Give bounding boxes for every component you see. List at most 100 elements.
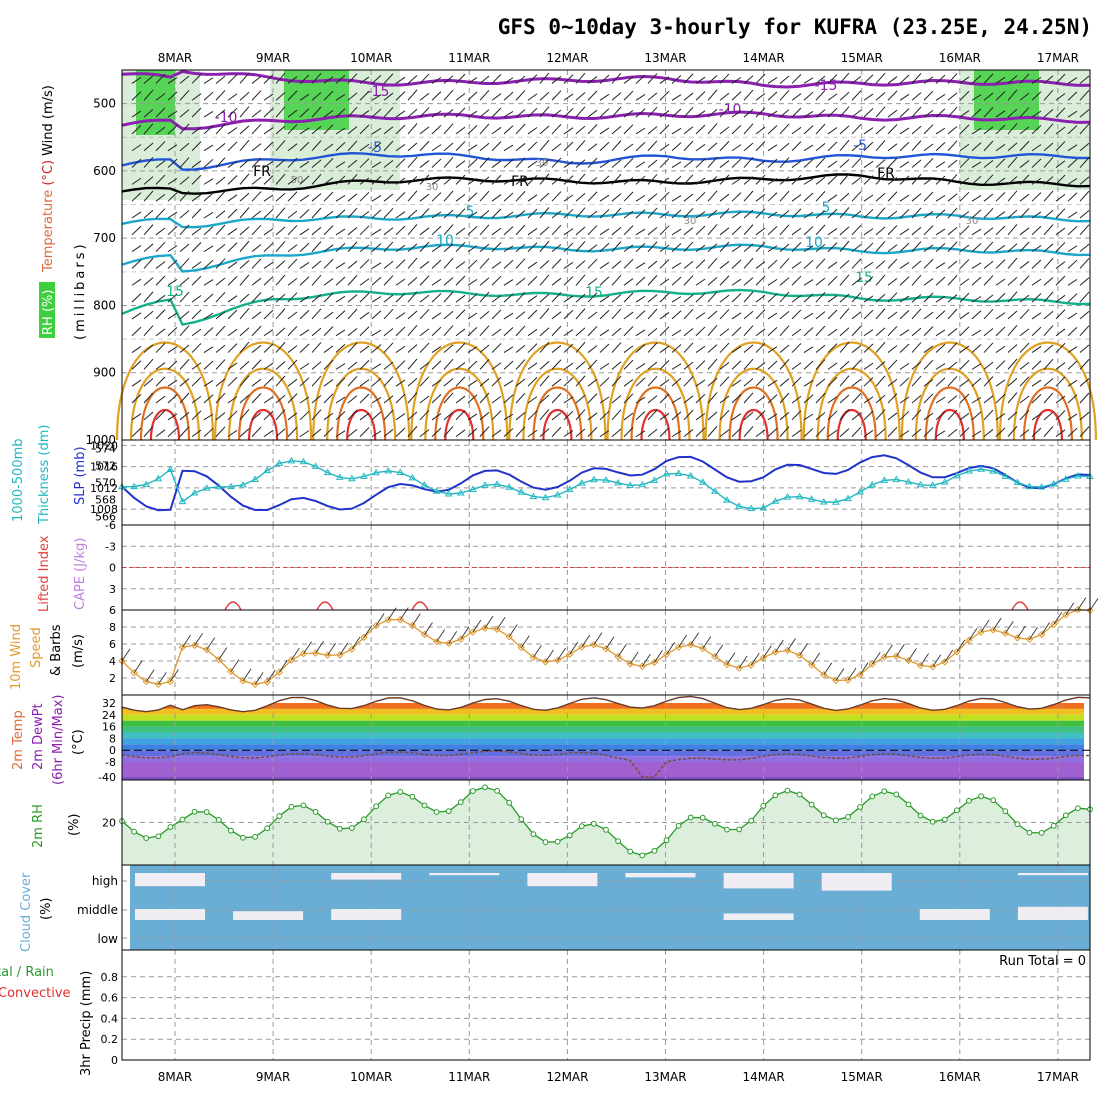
wind-barb (611, 140, 622, 152)
thickness-marker (880, 476, 889, 483)
wind-ylabel1: 10m Wind (9, 624, 24, 690)
wind-barb (335, 329, 346, 337)
temp-contour--5 (121, 151, 1091, 171)
contour-label: 30 (684, 216, 697, 227)
wind-barb (719, 193, 730, 202)
wind-barb (971, 228, 982, 236)
wind-barb (683, 328, 694, 337)
wind-barb (635, 310, 646, 320)
cloud-high-block (723, 873, 794, 889)
wind-barb (503, 413, 514, 421)
wind-barb (371, 310, 382, 320)
rh-2m-marker (252, 833, 259, 840)
wind-barb (1031, 124, 1042, 135)
li-ylabel2: CAPE (J/kg) (73, 538, 88, 610)
wind-barb (515, 378, 526, 387)
wind-barb (827, 93, 838, 101)
wind-barb (203, 380, 214, 387)
wind-barb-10m (569, 642, 579, 655)
thickness-marker (166, 465, 175, 472)
wind-barb (215, 258, 226, 269)
wind-barb (455, 395, 466, 404)
wind-barb (179, 123, 190, 135)
wind-barb (275, 159, 286, 168)
wind-barb (839, 106, 850, 118)
wind-barb (659, 158, 670, 168)
wind-barb (191, 410, 202, 421)
temp-loop-4-3 (542, 409, 573, 441)
wind-barb (491, 376, 502, 387)
wind-barb (539, 308, 550, 320)
wind-barb (947, 327, 958, 337)
contour-label: 30 (426, 182, 439, 193)
wind-barb (251, 277, 262, 286)
wind-barb (959, 143, 970, 152)
temp-ylabel2: 2m DewPt (31, 703, 46, 770)
wind-speed-marker (323, 651, 332, 659)
wind-barb (947, 342, 958, 353)
wind-barb (851, 393, 862, 404)
wind-barb (791, 395, 802, 404)
wind-barb (947, 260, 958, 269)
wind-barb (335, 430, 346, 438)
wind-speed-marker (263, 678, 271, 686)
date-label-top: 11MAR (448, 51, 490, 65)
wind-barb (671, 411, 682, 421)
wind-barb (443, 89, 454, 101)
rh-ylabel: 2m RH (31, 804, 46, 848)
wind-barb-10m (787, 638, 796, 651)
wind-barb (299, 127, 310, 135)
wind-barb (923, 427, 934, 437)
wind-barb-10m (460, 626, 470, 640)
thickness-marker (130, 482, 138, 490)
wind-barb (815, 378, 826, 387)
wind-barb (959, 312, 970, 320)
wind-barb (827, 74, 838, 84)
wind-barb-10m (145, 669, 155, 682)
wind-barb (815, 258, 826, 269)
wind-barb (599, 276, 610, 286)
wind-barb (995, 225, 1006, 236)
wind-barb (551, 176, 562, 185)
thickness-marker (202, 484, 211, 491)
wind-barb (887, 191, 898, 202)
cloud-middle-block (919, 909, 990, 920)
wind-barb (479, 426, 490, 437)
wind-barb (263, 242, 274, 252)
wind-barb (407, 142, 418, 152)
wind-barb (1079, 426, 1090, 437)
wind-barb (131, 91, 142, 101)
wind-barb (575, 293, 586, 303)
wind-barb (335, 343, 346, 353)
wind-barb (167, 211, 178, 219)
wind-barb (671, 142, 682, 152)
wind-barb (815, 123, 826, 135)
wind-barb (143, 325, 154, 337)
wind-barb (407, 123, 418, 135)
wind-barb (167, 259, 178, 269)
wind-barb (395, 144, 406, 152)
wind-barb-10m (654, 650, 663, 663)
wind-barb (311, 125, 322, 135)
wind-speed-marker (287, 656, 296, 664)
wind-barb (203, 226, 214, 236)
wind-barb (911, 327, 922, 337)
wind-barb (611, 260, 622, 269)
thickness-marker (989, 467, 998, 474)
thickness-marker (698, 478, 707, 485)
wind-barb (623, 359, 634, 370)
rh-2m-marker (736, 826, 742, 833)
wind-barb (167, 91, 178, 101)
wind-barb (191, 328, 202, 337)
wind-barb-10m (883, 644, 893, 658)
wind-barb (131, 158, 142, 168)
wind-barb (215, 426, 226, 437)
wind-barb (707, 75, 718, 84)
wind-barb (515, 90, 526, 101)
wind-barb (815, 143, 826, 152)
wind-barb (179, 142, 190, 152)
wind-speed-marker (1062, 611, 1070, 619)
slp-ylabel-left2: Thickness (dm) (37, 425, 52, 525)
wind-barb (275, 193, 286, 202)
wind-barb (683, 376, 694, 387)
